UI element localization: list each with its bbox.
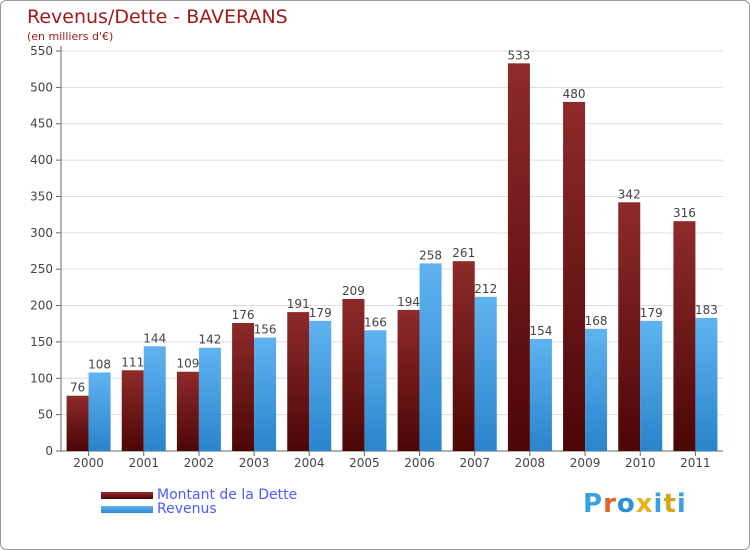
logo-letter: x <box>635 489 654 519</box>
logo-letter: i <box>653 489 664 519</box>
bar-dette-2003 <box>232 323 255 451</box>
data-label: 109 <box>176 357 199 371</box>
y-tick-label: 200 <box>30 299 53 313</box>
x-tick-label: 2011 <box>680 456 711 470</box>
data-label: 108 <box>88 357 111 371</box>
bar-revenus-2007 <box>474 296 497 451</box>
data-label: 176 <box>232 308 255 322</box>
y-tick-label: 350 <box>30 189 53 203</box>
bar-dette-2010 <box>618 202 641 451</box>
logo-letter: t <box>663 489 677 519</box>
x-tick-label: 2010 <box>625 456 656 470</box>
logo-letter: P <box>583 489 604 519</box>
data-label: 258 <box>419 248 442 262</box>
data-label: 194 <box>397 295 420 309</box>
bar-revenus-2001 <box>143 346 166 451</box>
y-tick-label: 250 <box>30 262 53 276</box>
bar-revenus-2005 <box>364 330 387 451</box>
x-tick-label: 2002 <box>184 456 215 470</box>
chart-title: Revenus/Dette - BAVERANS <box>27 6 288 28</box>
bar-dette-2007 <box>452 261 475 451</box>
x-tick-label: 2009 <box>570 456 601 470</box>
y-tick-label: 500 <box>30 80 53 94</box>
legend-label-dette: Montant de la Dette <box>157 487 298 503</box>
data-label: 156 <box>254 323 277 337</box>
bar-dette-2002 <box>176 371 199 451</box>
legend-label-revenus: Revenus <box>157 501 217 517</box>
bar-revenus-2002 <box>198 347 221 451</box>
y-tick-label: 50 <box>38 408 53 422</box>
bar-revenus-2008 <box>529 339 552 451</box>
bar-dette-2000 <box>66 395 89 451</box>
bar-dette-2011 <box>673 221 696 451</box>
x-tick-label: 2006 <box>404 456 435 470</box>
y-tick-label: 400 <box>30 153 53 167</box>
data-label: 179 <box>640 306 663 320</box>
bar-revenus-2011 <box>695 317 718 451</box>
bar-dette-2009 <box>563 101 586 451</box>
bar-revenus-2000 <box>88 372 111 451</box>
y-tick-label: 150 <box>30 335 53 349</box>
y-tick-label: 100 <box>30 371 53 385</box>
data-label: 144 <box>143 331 166 345</box>
bar-dette-2008 <box>507 63 530 451</box>
x-tick-label: 2004 <box>294 456 325 470</box>
logo-letter: i <box>676 489 687 519</box>
bar-dette-2001 <box>121 370 144 451</box>
y-tick-label: 300 <box>30 226 53 240</box>
legend-swatch-revenus <box>101 506 153 513</box>
logo-letter: o <box>616 489 636 519</box>
legend-swatch-dette <box>101 492 153 499</box>
data-label: 209 <box>342 284 365 298</box>
proxiti-logo: Proxiti <box>583 489 687 519</box>
data-label: 261 <box>452 246 475 260</box>
x-tick-label: 2003 <box>239 456 270 470</box>
bar-revenus-2009 <box>585 328 608 451</box>
data-label: 154 <box>529 324 552 338</box>
y-tick-label: 450 <box>30 117 53 131</box>
data-label: 533 <box>507 48 530 62</box>
chart-subtitle: (en milliers d'€) <box>27 30 114 43</box>
logo-letter: r <box>603 489 617 519</box>
data-label: 316 <box>673 206 696 220</box>
x-tick-label: 2007 <box>459 456 490 470</box>
data-label: 168 <box>585 314 608 328</box>
y-tick-label: 550 <box>30 44 53 58</box>
data-label: 76 <box>70 381 85 395</box>
x-tick-label: 2000 <box>73 456 104 470</box>
y-tick-label: 0 <box>45 444 53 458</box>
data-label: 191 <box>287 297 310 311</box>
bar-revenus-2004 <box>309 320 332 451</box>
bar-revenus-2010 <box>640 320 663 451</box>
bar-dette-2004 <box>287 312 310 451</box>
data-label: 212 <box>474 282 497 296</box>
data-label: 111 <box>121 355 144 369</box>
bar-dette-2005 <box>342 299 365 451</box>
data-label: 179 <box>309 306 332 320</box>
bar-revenus-2006 <box>419 263 442 451</box>
x-tick-label: 2005 <box>349 456 380 470</box>
x-tick-label: 2008 <box>515 456 546 470</box>
data-label: 183 <box>695 303 718 317</box>
data-label: 480 <box>563 87 586 101</box>
data-label: 342 <box>618 187 641 201</box>
data-label: 166 <box>364 315 387 329</box>
data-label: 142 <box>198 333 221 347</box>
x-tick-label: 2001 <box>128 456 159 470</box>
bar-revenus-2003 <box>254 337 277 451</box>
bar-dette-2006 <box>397 309 420 451</box>
